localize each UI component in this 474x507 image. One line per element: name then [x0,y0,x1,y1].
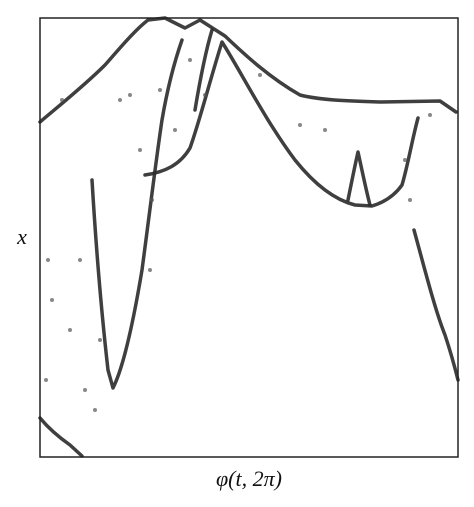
dot [173,128,177,132]
curve [90,38,184,390]
dot [138,148,142,152]
dot [203,93,207,97]
curve [412,228,460,382]
dot [98,338,102,342]
dot [50,298,54,302]
dot [68,328,72,332]
curve [38,16,458,124]
dot [60,98,64,102]
dot [150,198,154,202]
dot [118,98,122,102]
dot [298,123,302,127]
dot [44,378,48,382]
dot [158,88,162,92]
dot [188,58,192,62]
plot-curves [38,16,460,458]
dot [428,113,432,117]
dot [78,258,82,262]
curve [193,28,214,112]
plot-frame [39,17,459,458]
curve [38,416,84,458]
curve [143,40,420,208]
dot [408,198,412,202]
dot [403,158,407,162]
y-axis-label: x [16,224,27,249]
x-axis-label: φ(t, 2π) [216,466,282,491]
dot [46,258,50,262]
dot [323,128,327,132]
dot [148,268,152,272]
scatter-dots [44,58,432,412]
dot [83,388,87,392]
curve [346,150,372,207]
dot [93,408,97,412]
dot [258,73,262,77]
dot [128,93,132,97]
